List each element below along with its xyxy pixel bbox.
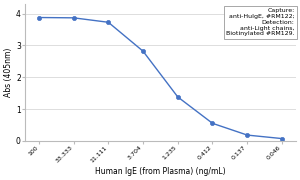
Y-axis label: Abs (405nm): Abs (405nm) xyxy=(4,48,13,97)
X-axis label: Human IgE (from Plasma) (ng/mL): Human IgE (from Plasma) (ng/mL) xyxy=(95,167,226,176)
Text: Capture:
anti-HuIgE, #RM122;
Detection:
anti-Light chains,
Biotinylated #RM129.: Capture: anti-HuIgE, #RM122; Detection: … xyxy=(226,8,295,37)
